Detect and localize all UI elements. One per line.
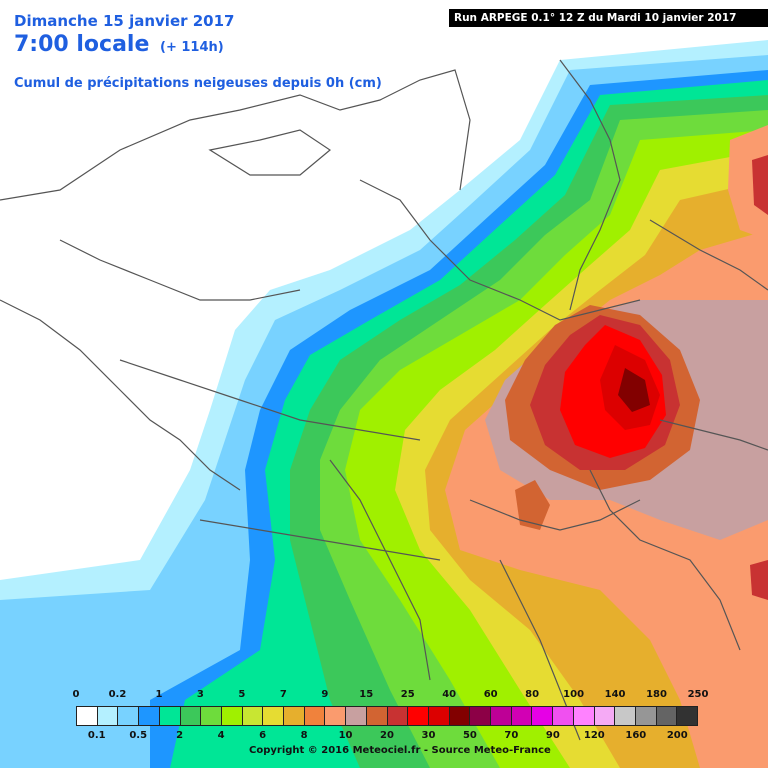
legend-swatch <box>428 707 450 725</box>
legend-top-label: 180 <box>646 689 667 700</box>
legend-swatch <box>511 707 533 725</box>
legend-swatch <box>346 707 367 725</box>
region-border-1 <box>59 239 301 301</box>
region-border-4 <box>329 459 431 681</box>
legend-top-label: 0.2 <box>108 689 127 700</box>
legend-bottom-label: 70 <box>504 730 519 741</box>
legend-bottom-label: 160 <box>625 730 647 741</box>
legend-swatch <box>408 707 429 725</box>
legend-swatch <box>201 707 222 725</box>
legend-bottom-label: 6 <box>259 730 267 741</box>
legend-bottom-label: 10 <box>338 730 353 741</box>
legend-top-label: 15 <box>359 689 374 700</box>
legend-swatch <box>553 707 574 725</box>
legend-swatch <box>221 707 243 725</box>
legend-swatch <box>470 707 492 725</box>
legend-swatch <box>76 707 98 725</box>
legend-swatch <box>366 707 388 725</box>
legend-swatch <box>242 707 264 725</box>
forecast-lead-time: (+ 114h) <box>160 40 224 55</box>
coastline-north <box>0 69 471 201</box>
legend-swatch <box>594 707 616 725</box>
legend-swatch <box>615 707 636 725</box>
legend-bottom-label: 2 <box>176 730 184 741</box>
forecast-time: 7:00 locale <box>14 32 150 57</box>
legend-top-label: 9 <box>321 689 329 700</box>
legend-top-label: 1 <box>155 689 163 700</box>
variable-title: Cumul de précipitations neigeuses depuis… <box>14 76 382 91</box>
legend-swatch <box>449 707 471 725</box>
region-border-7 <box>659 419 768 451</box>
coastline-west <box>0 299 241 491</box>
legend-swatch <box>573 707 595 725</box>
color-legend <box>76 706 699 726</box>
legend-top-label: 80 <box>525 689 540 700</box>
forecast-date: Dimanche 15 janvier 2017 <box>14 12 235 30</box>
coastline-islands <box>208 129 332 176</box>
legend-bottom-labels: 0.1 0.5 2 4 6 8 10 20 30 50 70 90 120 160 200 <box>0 730 768 744</box>
legend-swatch <box>387 707 409 725</box>
model-run-label: Run ARPEGE 0.1° 12 Z du Mardi 10 janvier… <box>449 9 768 27</box>
legend-top-label: 40 <box>442 689 457 700</box>
east-blob-30 <box>752 155 768 215</box>
copyright-text: Copyright © 2016 Meteociel.fr - Source M… <box>249 745 551 756</box>
legend-swatch <box>263 707 285 725</box>
legend-swatch <box>284 707 305 725</box>
legend-bottom-label: 20 <box>380 730 394 741</box>
east-blob-15 <box>728 125 768 240</box>
legend-swatch <box>180 707 202 725</box>
legend-bottom-label: 120 <box>583 730 605 741</box>
country-border-2 <box>559 59 621 311</box>
legend-swatch <box>656 707 678 725</box>
southeast-blob-30 <box>750 560 768 600</box>
legend-swatch <box>118 707 140 725</box>
legend-top-label: 3 <box>196 689 204 700</box>
country-border-1 <box>359 179 641 321</box>
legend-top-labels: 0 0.2 1 3 5 7 9 15 25 40 60 80 100 140 180 250 <box>0 689 768 703</box>
legend-bottom-label: 50 <box>462 730 477 741</box>
legend-top-label: 25 <box>400 689 415 700</box>
region-border-2 <box>119 359 421 441</box>
snow-contour-layers <box>0 40 768 768</box>
legend-swatch <box>139 707 160 725</box>
legend-swatch <box>304 707 326 725</box>
legend-swatch <box>491 707 512 725</box>
legend-top-label: 100 <box>563 689 585 700</box>
country-border-3 <box>589 469 741 651</box>
legend-swatch <box>325 707 347 725</box>
legend-top-label: 140 <box>604 689 626 700</box>
legend-swatch <box>635 707 657 725</box>
legend-bottom-label: 0.1 <box>87 730 106 741</box>
region-border-6 <box>649 219 768 291</box>
legend-bottom-label: 0.5 <box>129 730 148 741</box>
legend-bottom-label: 8 <box>300 730 308 741</box>
country-border-4 <box>469 499 641 531</box>
legend-top-label: 60 <box>483 689 498 700</box>
region-border-3 <box>199 519 441 561</box>
legend-swatch <box>159 707 181 725</box>
legend-top-label: 7 <box>279 689 287 700</box>
contour-60 <box>618 368 650 412</box>
legend-swatch <box>677 707 699 725</box>
legend-bottom-label: 90 <box>545 730 560 741</box>
legend-bottom-label: 200 <box>666 730 688 741</box>
south-blob-25 <box>515 480 550 530</box>
legend-bottom-label: 30 <box>421 730 436 741</box>
legend-top-label: 0 <box>72 689 80 700</box>
legend-bottom-label: 4 <box>217 730 225 741</box>
legend-top-label: 5 <box>238 689 246 700</box>
legend-swatch <box>532 707 554 725</box>
legend-top-label: 250 <box>687 689 709 700</box>
legend-swatch <box>97 707 119 725</box>
